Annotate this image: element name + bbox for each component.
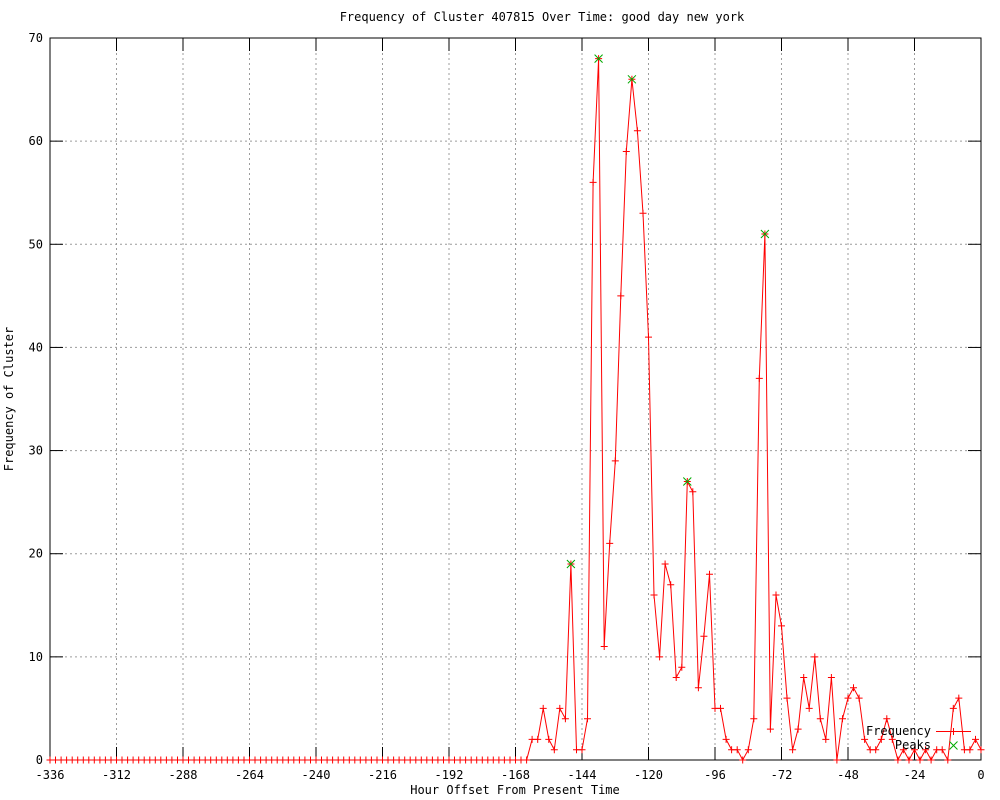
frequency-plus-markers (46, 55, 985, 764)
y-tick-label: 50 (29, 237, 43, 251)
y-axis-label: Frequency of Cluster (2, 327, 16, 472)
y-tick-label: 10 (29, 650, 43, 664)
y-tick-label: 0 (36, 753, 43, 767)
y-tick-label: 30 (29, 444, 43, 458)
legend-frequency-marker-sample (950, 728, 957, 735)
x-tick-label: -288 (169, 768, 198, 782)
peaks-x-markers (566, 54, 770, 569)
legend-peaks-marker-sample (949, 741, 958, 750)
x-tick-label: -192 (435, 768, 464, 782)
y-tick-label: 20 (29, 547, 43, 561)
x-tick-label: -216 (368, 768, 397, 782)
x-tick-label: -120 (634, 768, 663, 782)
x-tick-label: -168 (501, 768, 530, 782)
chart-title: Frequency of Cluster 407815 Over Time: g… (340, 10, 745, 24)
x-tick-label: -72 (771, 768, 793, 782)
y-tick-label: 70 (29, 31, 43, 45)
x-tick-label: -264 (235, 768, 264, 782)
legend-peaks-label: Peaks (895, 738, 931, 752)
x-tick-label: -240 (302, 768, 331, 782)
x-axis-label: Hour Offset From Present Time (410, 783, 620, 797)
x-tick-label: -312 (102, 768, 131, 782)
x-tick-labels: -336 -312 -288 -264 -240 -216 -192 -168 -144 -120… (36, 768, 985, 782)
y-tick-label: 60 (29, 134, 43, 148)
frequency-series (46, 55, 985, 764)
x-tick-label: -336 (36, 768, 65, 782)
x-tick-label: -24 (904, 768, 926, 782)
legend: Frequency Peaks (866, 724, 971, 752)
x-tick-label: -96 (704, 768, 726, 782)
grid (50, 38, 981, 760)
y-tick-label: 40 (29, 340, 43, 354)
x-tick-label: -144 (568, 768, 597, 782)
legend-frequency-label: Frequency (866, 724, 931, 738)
x-tick-label: 0 (977, 768, 984, 782)
x-tick-label: -48 (837, 768, 859, 782)
peaks-series (566, 54, 770, 569)
y-tick-labels: 0 10 20 30 40 50 60 70 (29, 31, 43, 767)
